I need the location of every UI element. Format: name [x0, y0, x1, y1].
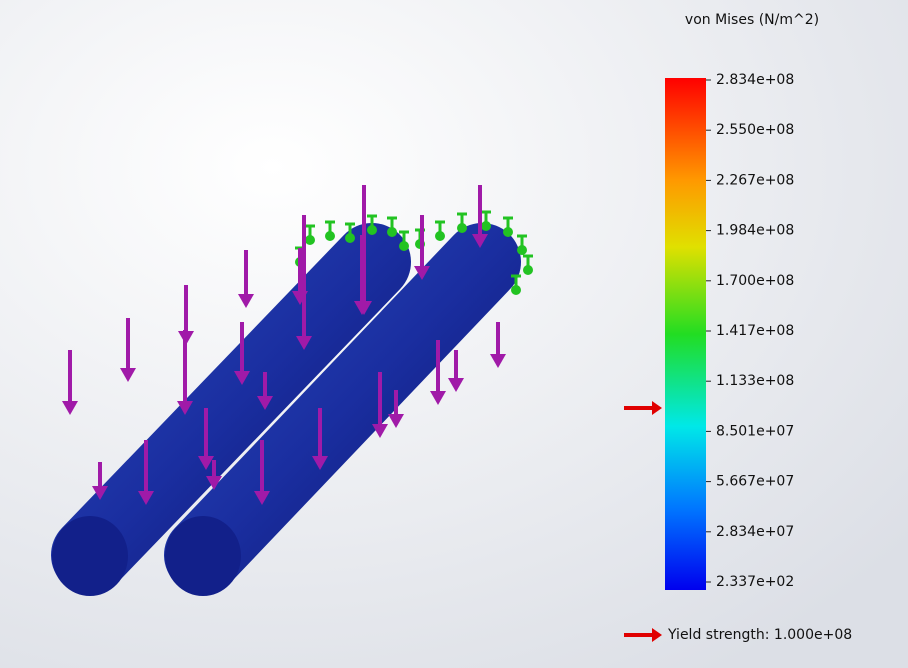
legend-label: 2.550e+08	[716, 122, 794, 138]
pipe-end	[52, 516, 128, 596]
legend-label: 2.834e+08	[716, 72, 794, 88]
legend-label: 2.834e+07	[716, 524, 794, 540]
yield-label: Yield strength: 1.000e+08	[667, 627, 852, 643]
legend-label: 1.984e+08	[716, 223, 794, 239]
viewport: von Mises (N/m^2) 2.834e+08 2.550e+08 2.26…	[0, 0, 908, 668]
legend-label: 1.700e+08	[716, 273, 794, 289]
legend-label: 1.417e+08	[716, 323, 794, 339]
legend-label: 2.337e+02	[716, 574, 794, 590]
legend-label: 2.267e+08	[716, 172, 794, 188]
legend-label: 5.667e+07	[716, 474, 794, 490]
legend-label: 1.133e+08	[716, 373, 794, 389]
color-bar	[665, 78, 706, 590]
legend-title: von Mises (N/m^2)	[685, 12, 819, 28]
pipe-end	[165, 516, 241, 596]
legend-label: 8.501e+07	[716, 423, 794, 439]
